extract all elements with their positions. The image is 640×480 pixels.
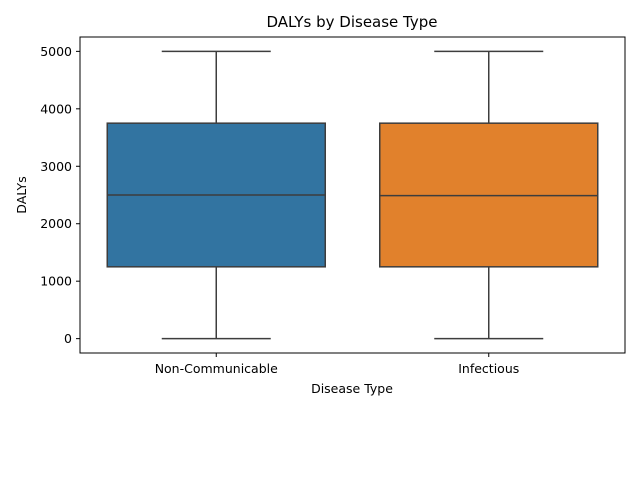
y-tick-label: 5000	[40, 44, 72, 59]
axes-frame	[79, 36, 626, 354]
y-axis-label: DALYs	[14, 176, 29, 213]
x-tick-label: Infectious	[458, 361, 519, 376]
x-tick-label: Non-Communicable	[155, 361, 278, 376]
plot-frame	[79, 36, 626, 354]
box-series	[106, 50, 599, 340]
chart-title: DALYs by Disease Type	[266, 13, 437, 31]
y-tick-label: 0	[64, 331, 72, 346]
x-axis-label: Disease Type	[311, 381, 393, 396]
y-axis-ticks: 0 1000 2000 3000 4000 5000	[40, 44, 80, 346]
y-tick-label: 1000	[40, 274, 72, 289]
y-tick-label: 2000	[40, 216, 72, 231]
x-axis-ticks: Non-Communicable Infectious	[155, 353, 519, 376]
y-tick-label: 4000	[40, 101, 72, 116]
y-tick-label: 3000	[40, 159, 72, 174]
box-non-communicable	[106, 50, 326, 340]
box-infectious	[379, 50, 599, 340]
